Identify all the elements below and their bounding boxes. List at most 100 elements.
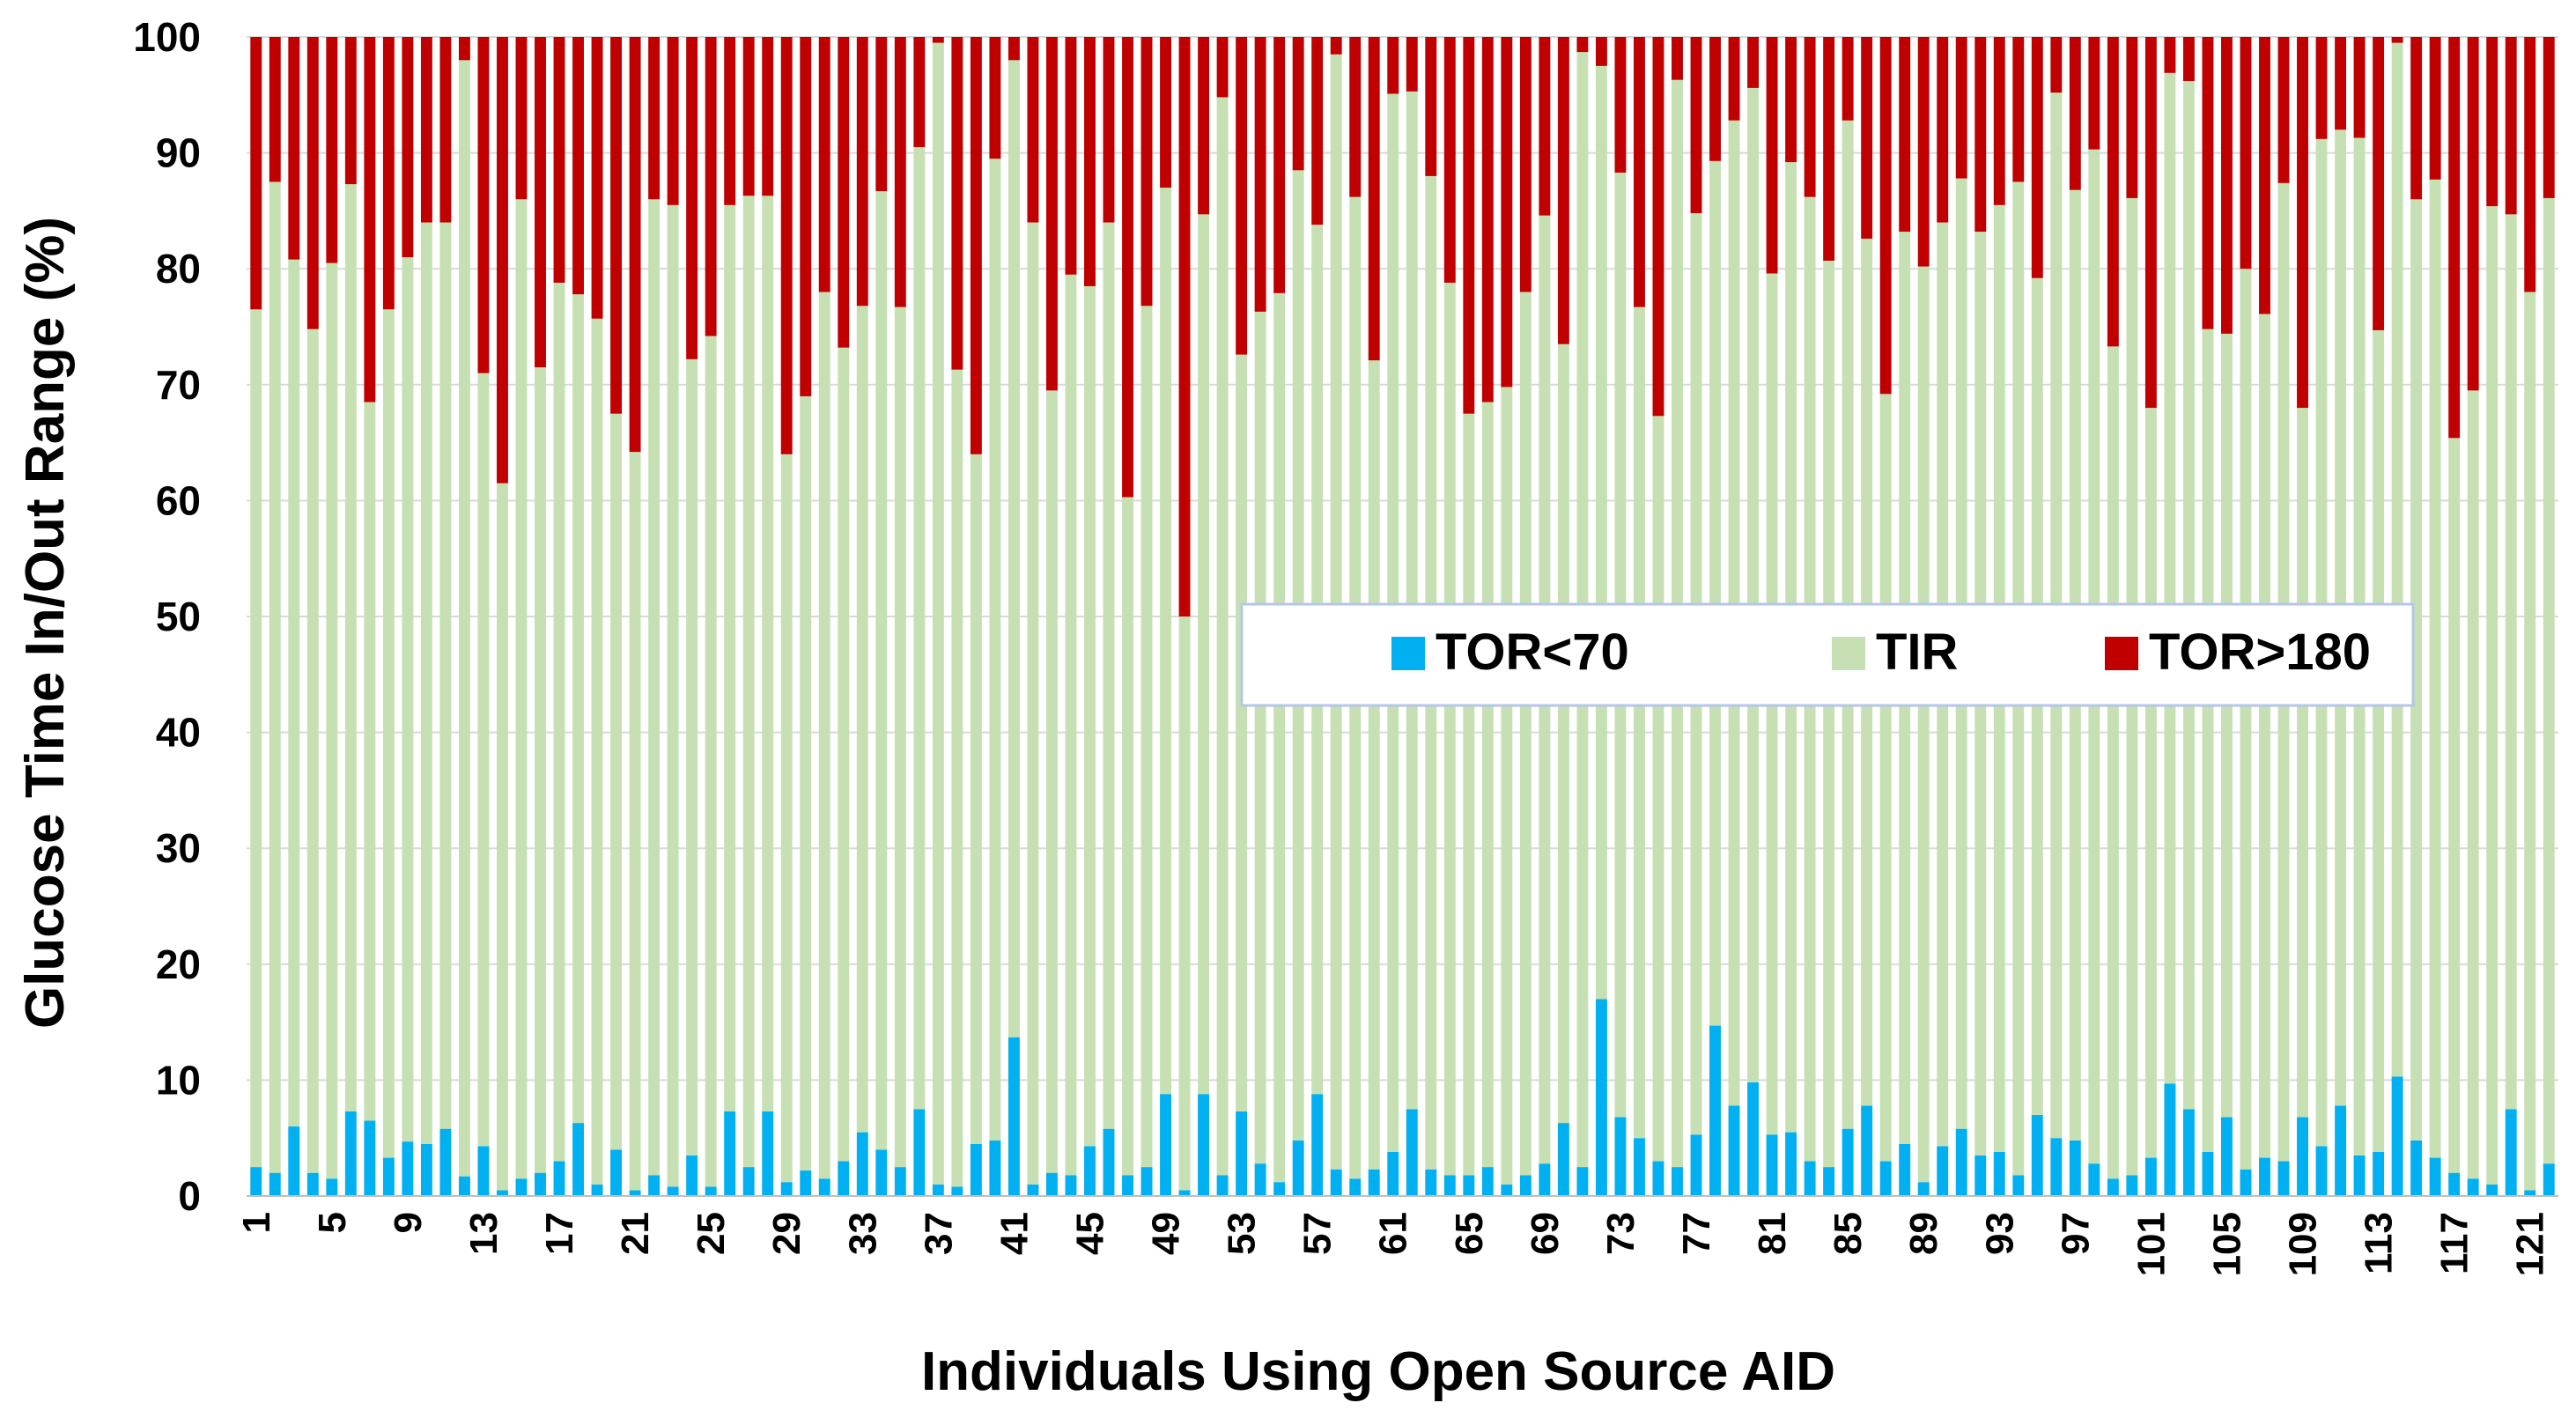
bar-tor-180 <box>951 37 963 370</box>
bar-tor-70 <box>306 1172 319 1196</box>
bar-tir <box>535 367 546 1173</box>
bar-tor-70 <box>2259 1157 2270 1196</box>
bar-tor-70 <box>2182 1109 2195 1196</box>
bar-tor-70 <box>1027 1184 1039 1196</box>
bar-tor-180 <box>269 37 281 182</box>
x-tick-label: 29 <box>765 1212 808 1255</box>
x-tick-label: 53 <box>1221 1212 1264 1255</box>
bar-tir <box>932 42 944 1185</box>
bar-tir <box>2524 292 2536 1191</box>
bar-tor-70 <box>1273 1182 1286 1196</box>
bar-tor-180 <box>2315 37 2328 139</box>
x-axis-title: Individuals Using Open Source AID <box>921 1341 1835 1402</box>
bar-tor-180 <box>1368 37 1380 361</box>
bar-tor-70 <box>1501 1184 1513 1196</box>
bar-tir <box>989 159 1001 1141</box>
bar-tor-180 <box>1672 37 1683 80</box>
bar-tor-70 <box>1519 1175 1532 1196</box>
bar-tir <box>2543 197 2555 1164</box>
bar-tir <box>1634 306 1645 1139</box>
bar-tir <box>382 309 395 1158</box>
bar-tir <box>1045 390 1058 1173</box>
bar-tir <box>818 292 830 1179</box>
x-tick-label: 41 <box>993 1212 1036 1255</box>
bar-tir <box>2144 408 2157 1158</box>
legend-box <box>1240 602 2415 707</box>
bar-tor-180 <box>2391 37 2403 43</box>
bar-tor-70 <box>1672 1167 1683 1196</box>
bar-tir <box>1273 292 1286 1183</box>
bar-tor-180 <box>970 37 982 454</box>
bar-tor-180 <box>2335 37 2347 130</box>
bar-tir <box>2182 81 2195 1110</box>
bar-tor-70 <box>1236 1111 1248 1196</box>
bar-tor-70 <box>1955 1128 1967 1196</box>
bar-tor-70 <box>780 1182 793 1196</box>
x-tick-label: 33 <box>841 1212 884 1255</box>
bar-tor-70 <box>1879 1161 1892 1196</box>
bar-tor-70 <box>1728 1105 1740 1196</box>
bar-tor-70 <box>2164 1083 2176 1196</box>
bar-tor-70 <box>1216 1175 1229 1196</box>
bar-tor-180 <box>856 37 868 306</box>
bar-tor-180 <box>1349 37 1362 197</box>
bar-tor-70 <box>1311 1094 1324 1196</box>
bar-tor-70 <box>1917 1182 1930 1196</box>
bar-tor-70 <box>1122 1175 1133 1196</box>
x-tick-label: 69 <box>1524 1212 1567 1255</box>
bar-tor-70 <box>1634 1138 1645 1196</box>
x-tick-label: 45 <box>1068 1212 1111 1255</box>
bar-tor-180 <box>1463 37 1475 414</box>
bar-tor-70 <box>1140 1167 1153 1196</box>
bar-tir <box>970 454 982 1144</box>
bar-tor-70 <box>497 1190 508 1196</box>
bar-tor-180 <box>1879 37 1892 395</box>
bar-tor-70 <box>2353 1155 2366 1196</box>
bar-tir <box>1747 87 1760 1083</box>
bar-tor-180 <box>2088 37 2100 150</box>
bar-tir <box>1216 97 1229 1176</box>
bar-tor-70 <box>269 1172 281 1196</box>
bar-tor-180 <box>1273 37 1286 293</box>
bar-tor-180 <box>2297 37 2308 409</box>
x-tick-label: 105 <box>2205 1212 2248 1276</box>
bar-tor-180 <box>1292 37 1304 171</box>
x-tick-label: 5 <box>311 1212 354 1233</box>
bar-tir <box>667 204 679 1187</box>
bar-tir <box>439 222 452 1129</box>
bar-tor-70 <box>648 1175 661 1196</box>
x-tick-label: 17 <box>538 1212 581 1255</box>
bar-tir <box>2467 390 2479 1179</box>
bar-tor-70 <box>2144 1157 2157 1196</box>
bar-tor-180 <box>2144 37 2157 409</box>
bar-tor-180 <box>364 37 376 402</box>
bar-tor-180 <box>1216 37 1229 98</box>
x-tick-label: 25 <box>690 1212 733 1255</box>
bar-tor-180 <box>326 37 338 263</box>
bar-tor-70 <box>1045 1172 1058 1196</box>
bar-tor-180 <box>1406 37 1418 92</box>
bar-tir <box>800 395 812 1171</box>
bar-tor-70 <box>382 1157 395 1196</box>
bar-tir <box>2391 42 2403 1077</box>
bar-tor-180 <box>742 37 755 196</box>
bar-tor-180 <box>1861 37 1873 239</box>
bar-tir <box>705 336 717 1187</box>
bar-tor-180 <box>1634 37 1645 307</box>
bar-tor-70 <box>1937 1146 1949 1196</box>
bar-tir <box>553 282 565 1162</box>
bar-tor-70 <box>932 1184 944 1196</box>
x-tick-label: 65 <box>1448 1212 1491 1255</box>
bar-tor-180 <box>1747 37 1760 88</box>
bar-tir <box>2505 214 2517 1110</box>
x-tick-label: 93 <box>1978 1212 2021 1255</box>
bar-tor-180 <box>1140 37 1153 306</box>
y-tick-label: 70 <box>156 362 201 408</box>
bar-tor-180 <box>1709 37 1721 161</box>
bar-tor-70 <box>1443 1175 1456 1196</box>
bar-tor-70 <box>667 1186 679 1196</box>
bar-tor-180 <box>1311 37 1324 225</box>
bar-tor-70 <box>288 1126 300 1196</box>
y-tick-label: 50 <box>156 594 201 639</box>
bar-tor-180 <box>1557 37 1569 344</box>
